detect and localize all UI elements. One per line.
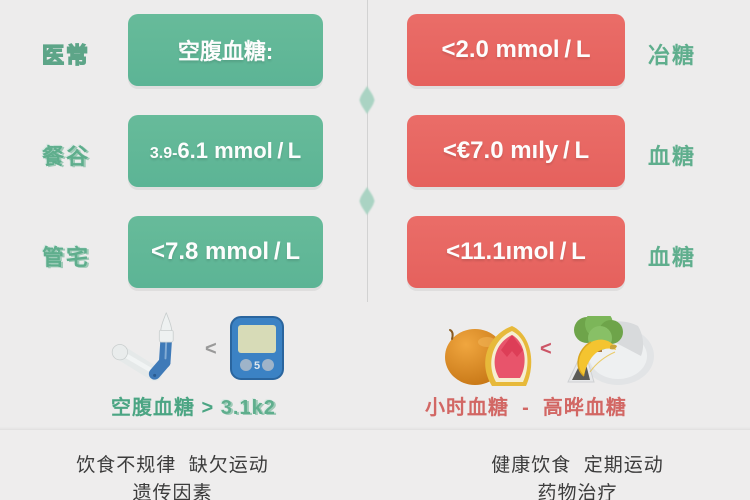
svg-text:5: 5 [254,360,260,372]
